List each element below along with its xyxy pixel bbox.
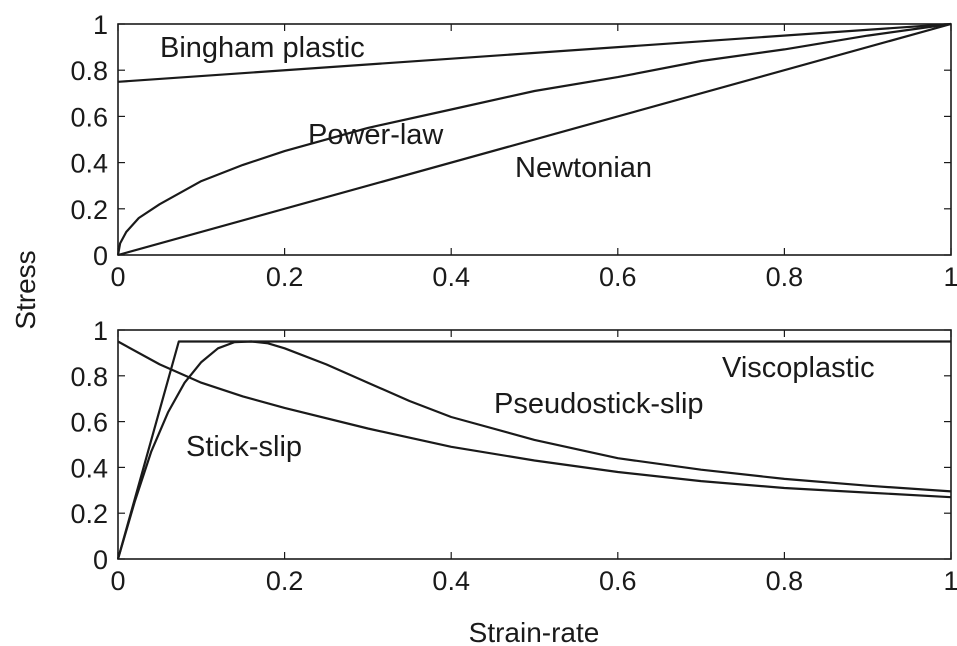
y-tick-label: 0.2 xyxy=(70,499,108,529)
x-tick-label: 0.2 xyxy=(266,566,304,596)
x-tick-label: 0.8 xyxy=(766,262,804,292)
top-panel: 0 0.2 0.4 0.6 0.8 1 0 0.2 0.4 0.6 0.8 1 Bingham plas… xyxy=(70,10,957,292)
y-tick-label: 0.8 xyxy=(70,362,108,392)
x-tick-label: 0.6 xyxy=(599,566,637,596)
y-tick-label: 0.2 xyxy=(70,195,108,225)
series-line-newtonian xyxy=(117,22,952,257)
plot-frame xyxy=(117,329,952,560)
y-tick-label: 1 xyxy=(93,10,108,40)
x-tick-label: 0.8 xyxy=(766,566,804,596)
series-line-pseudostick-slip xyxy=(116,340,952,560)
y-tick-label: 0 xyxy=(93,241,108,271)
y-tick-label: 1 xyxy=(93,316,108,346)
x-tick-label: 0.4 xyxy=(432,262,470,292)
x-tick-label: 0.2 xyxy=(266,262,304,292)
y-tick-label: 0.6 xyxy=(70,102,108,132)
x-tick-label: 0 xyxy=(110,566,125,596)
annotation-bingham-plastic: Bingham plastic xyxy=(160,32,365,64)
series-line-power-law xyxy=(116,22,952,256)
series-line-stick-slip xyxy=(117,340,952,499)
annotation-viscoplastic: Viscoplastic xyxy=(722,352,875,384)
x-tick-label: 0 xyxy=(110,262,125,292)
annotation-power-law: Power-law xyxy=(308,119,444,151)
y-tick-label: 0.4 xyxy=(70,453,108,483)
annotation-stick-slip: Stick-slip xyxy=(186,431,302,463)
x-tick-label: 0.4 xyxy=(432,566,470,596)
annotation-pseudostick-slip: Pseudostick-slip xyxy=(494,388,704,420)
plot-frame xyxy=(117,23,952,256)
series-line-bingham-plastic xyxy=(117,22,952,83)
bottom-panel: 0 0.2 0.4 0.6 0.8 1 0 0.2 0.4 0.6 0.8 1 Viscoplastic… xyxy=(70,316,957,596)
y-tick-label: 0 xyxy=(93,545,108,575)
x-tick-label: 1 xyxy=(943,566,957,596)
y-tick-label: 0.4 xyxy=(70,149,108,179)
annotation-newtonian: Newtonian xyxy=(515,152,652,184)
x-tick-label: 0.6 xyxy=(599,262,637,292)
y-tick-label: 0.6 xyxy=(70,408,108,438)
x-tick-label: 1 xyxy=(943,262,957,292)
y-tick-label: 0.8 xyxy=(70,56,108,86)
y-axis-label: Stress xyxy=(10,250,41,329)
series-line-viscoplastic xyxy=(116,340,951,560)
x-axis-label: Strain-rate xyxy=(469,617,600,646)
